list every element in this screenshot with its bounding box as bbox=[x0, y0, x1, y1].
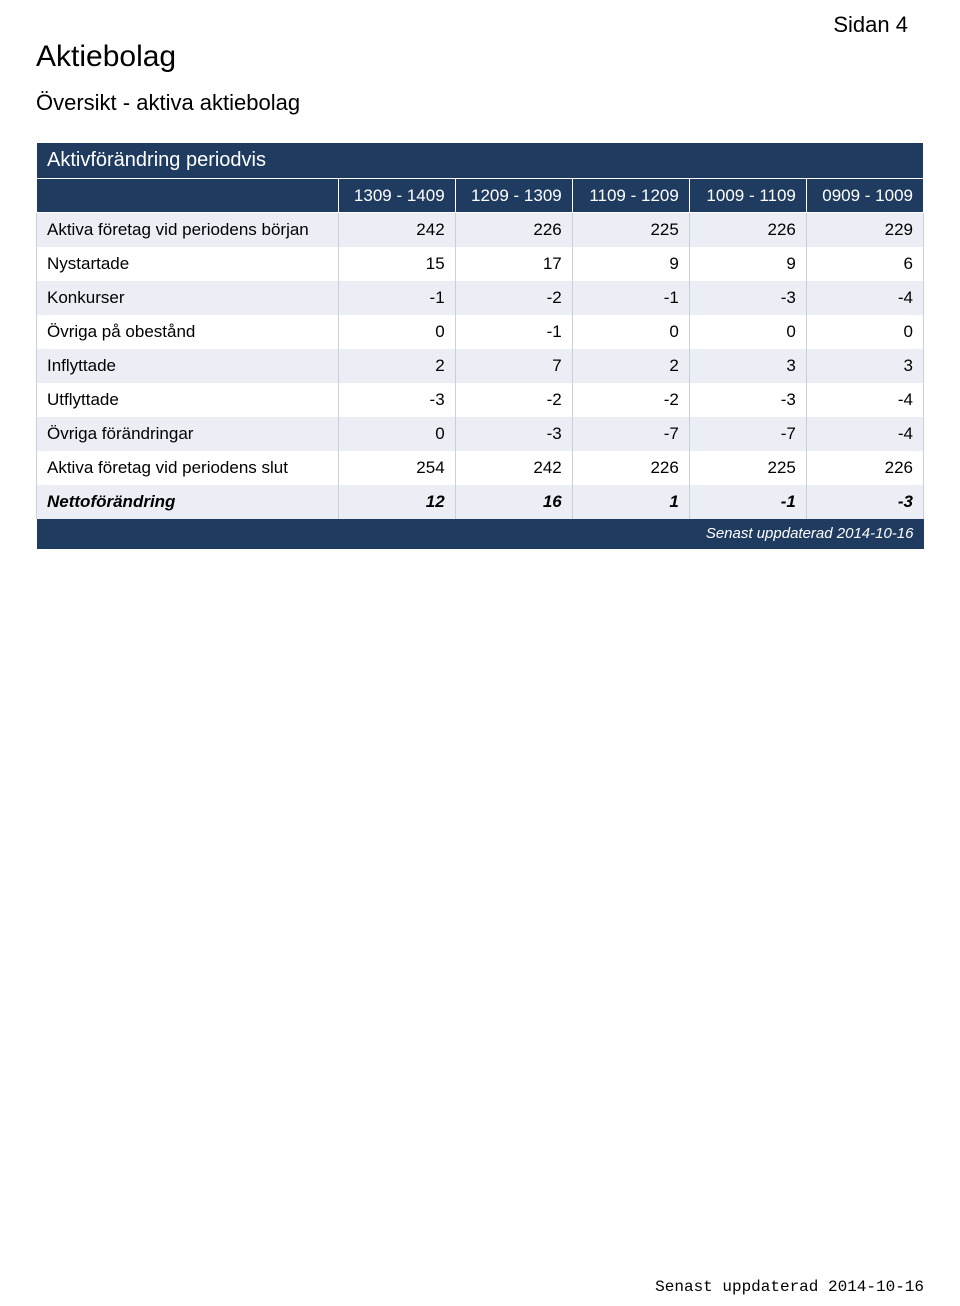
cell: -1 bbox=[689, 485, 806, 519]
cell: 0 bbox=[572, 315, 689, 349]
cell: -2 bbox=[572, 383, 689, 417]
table-row: Konkurser -1 -2 -1 -3 -4 bbox=[37, 281, 924, 315]
table-column-header-row: 1309 - 1409 1209 - 1309 1109 - 1209 1009… bbox=[37, 179, 924, 213]
cell: -1 bbox=[572, 281, 689, 315]
cell: 17 bbox=[455, 247, 572, 281]
cell: -4 bbox=[806, 281, 923, 315]
cell: 12 bbox=[338, 485, 455, 519]
table-row: Inflyttade 2 7 2 3 3 bbox=[37, 349, 924, 383]
cell: 16 bbox=[455, 485, 572, 519]
page: Sidan 4 Aktiebolag Översikt - aktiva akt… bbox=[0, 0, 960, 1306]
cell: -4 bbox=[806, 417, 923, 451]
column-header-blank bbox=[37, 179, 339, 213]
table-row: Aktiva företag vid periodens början 242 … bbox=[37, 213, 924, 247]
page-title: Aktiebolag bbox=[36, 40, 924, 74]
cell: 229 bbox=[806, 213, 923, 247]
cell: 225 bbox=[689, 451, 806, 485]
cell: 254 bbox=[338, 451, 455, 485]
cell: -1 bbox=[455, 315, 572, 349]
cell: 7 bbox=[455, 349, 572, 383]
cell: 0 bbox=[689, 315, 806, 349]
row-label: Övriga förändringar bbox=[37, 417, 339, 451]
row-label: Aktiva företag vid periodens början bbox=[37, 213, 339, 247]
row-label: Nystartade bbox=[37, 247, 339, 281]
cell: -7 bbox=[572, 417, 689, 451]
table-footer-row: Senast uppdaterad 2014-10-16 bbox=[37, 519, 924, 549]
cell: 6 bbox=[806, 247, 923, 281]
cell: 2 bbox=[338, 349, 455, 383]
page-footer: Senast uppdaterad 2014-10-16 bbox=[655, 1278, 924, 1296]
row-label: Konkurser bbox=[37, 281, 339, 315]
table-body: Aktiva företag vid periodens början 242 … bbox=[37, 213, 924, 519]
cell: 0 bbox=[338, 417, 455, 451]
row-label: Aktiva företag vid periodens slut bbox=[37, 451, 339, 485]
cell: -1 bbox=[338, 281, 455, 315]
table-row: Aktiva företag vid periodens slut 254 24… bbox=[37, 451, 924, 485]
cell: 15 bbox=[338, 247, 455, 281]
column-header: 1309 - 1409 bbox=[338, 179, 455, 213]
cell: 226 bbox=[689, 213, 806, 247]
row-label: Utflyttade bbox=[37, 383, 339, 417]
cell: -3 bbox=[689, 281, 806, 315]
row-label: Inflyttade bbox=[37, 349, 339, 383]
table-footer: Senast uppdaterad 2014-10-16 bbox=[37, 519, 924, 549]
column-header: 1009 - 1109 bbox=[689, 179, 806, 213]
cell: -2 bbox=[455, 281, 572, 315]
cell: -3 bbox=[455, 417, 572, 451]
cell: 226 bbox=[455, 213, 572, 247]
cell: -3 bbox=[806, 485, 923, 519]
table-row: Utflyttade -3 -2 -2 -3 -4 bbox=[37, 383, 924, 417]
table-row-net: Nettoförändring 12 16 1 -1 -3 bbox=[37, 485, 924, 519]
cell: 226 bbox=[806, 451, 923, 485]
cell: 0 bbox=[806, 315, 923, 349]
cell: 226 bbox=[572, 451, 689, 485]
cell: -3 bbox=[338, 383, 455, 417]
cell: 242 bbox=[338, 213, 455, 247]
table-title: Aktivförändring periodvis bbox=[37, 143, 924, 179]
page-subtitle: Översikt - aktiva aktiebolag bbox=[36, 90, 924, 116]
column-header: 1209 - 1309 bbox=[455, 179, 572, 213]
cell: -7 bbox=[689, 417, 806, 451]
cell: 242 bbox=[455, 451, 572, 485]
cell: 2 bbox=[572, 349, 689, 383]
cell: 9 bbox=[689, 247, 806, 281]
table-title-row: Aktivförändring periodvis bbox=[37, 143, 924, 179]
table-row: Övriga förändringar 0 -3 -7 -7 -4 bbox=[37, 417, 924, 451]
cell: 3 bbox=[806, 349, 923, 383]
cell: 3 bbox=[689, 349, 806, 383]
cell: 9 bbox=[572, 247, 689, 281]
table-row: Övriga på obestånd 0 -1 0 0 0 bbox=[37, 315, 924, 349]
page-number: Sidan 4 bbox=[833, 12, 908, 38]
cell: -2 bbox=[455, 383, 572, 417]
row-label: Övriga på obestånd bbox=[37, 315, 339, 349]
cell: 1 bbox=[572, 485, 689, 519]
column-header: 1109 - 1209 bbox=[572, 179, 689, 213]
cell: -3 bbox=[689, 383, 806, 417]
row-label: Nettoförändring bbox=[37, 485, 339, 519]
cell: -4 bbox=[806, 383, 923, 417]
cell: 0 bbox=[338, 315, 455, 349]
data-table: Aktivförändring periodvis 1309 - 1409 12… bbox=[36, 142, 924, 549]
cell: 225 bbox=[572, 213, 689, 247]
column-header: 0909 - 1009 bbox=[806, 179, 923, 213]
table-row: Nystartade 15 17 9 9 6 bbox=[37, 247, 924, 281]
